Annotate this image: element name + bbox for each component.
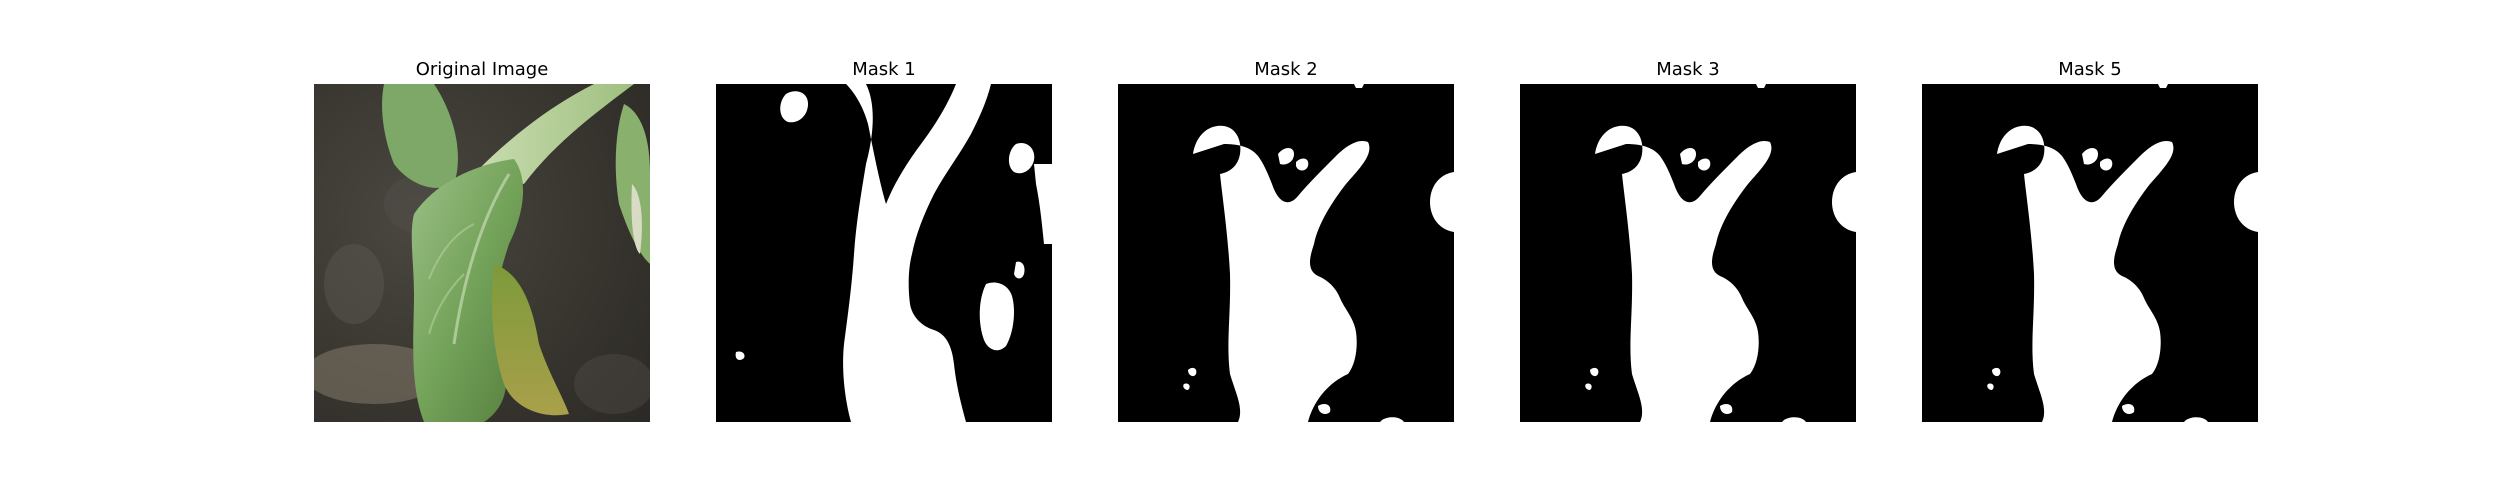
panel-title-mask-5: Mask 5: [1922, 58, 2258, 82]
mask-2-art: [1118, 84, 1454, 422]
mask-5: [1922, 84, 2258, 422]
mask-1: [716, 84, 1052, 422]
original-image-art: [314, 84, 650, 422]
panel-title-mask-1: Mask 1: [716, 58, 1052, 82]
original-image: [314, 84, 650, 422]
panel-title-original-image: Original Image: [314, 58, 650, 82]
mask-2: [1118, 84, 1454, 422]
mask-3: [1520, 84, 1856, 422]
mask-5-art: [1922, 84, 2258, 422]
panel-title-mask-3: Mask 3: [1520, 58, 1856, 82]
mask-3-art: [1520, 84, 1856, 422]
mask-1-art: [716, 84, 1052, 422]
panel-title-mask-2: Mask 2: [1118, 58, 1454, 82]
